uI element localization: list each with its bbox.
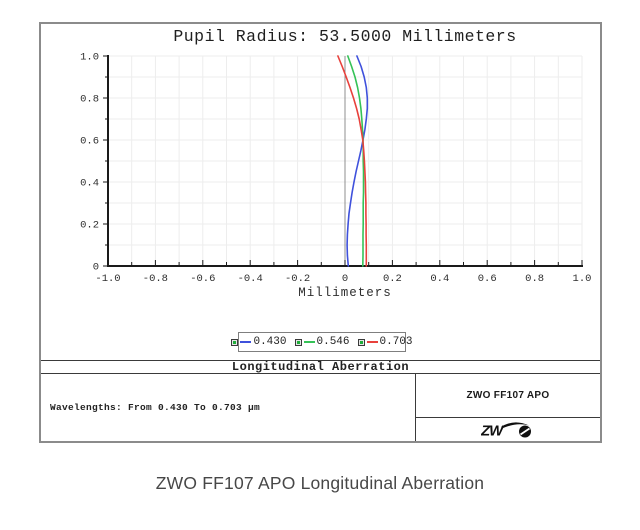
x-tick-label: 0 <box>342 273 348 285</box>
x-tick-label: 0.6 <box>478 273 497 285</box>
x-tick-label: -0.6 <box>190 273 215 285</box>
legend-item-0.430: 0.430 <box>231 336 287 348</box>
x-tick-label: 0.4 <box>430 273 449 285</box>
wavelengths-note: Wavelengths: From 0.430 To 0.703 μm <box>50 402 261 413</box>
aberration-figure: -1.0 -0.8 -0.6 -0.4 -0.2 0 0.2 0.4 0.6 0.8 1.0 0 0.2… <box>39 22 602 443</box>
legend-marker-dot <box>296 340 300 344</box>
x-tick-label: -1.0 <box>95 273 120 285</box>
y-tick-label: 0 <box>93 262 99 274</box>
svg-text:ZW: ZW <box>481 422 505 439</box>
separator-line-bottom <box>39 373 602 374</box>
vertical-divider <box>415 374 416 441</box>
plot-title: Pupil Radius: 53.5000 Millimeters <box>173 27 517 46</box>
series-curve-0.430 <box>346 55 369 267</box>
x-tick-label: -0.4 <box>238 273 263 285</box>
legend-marker-icon <box>357 338 365 346</box>
legend-marker-icon <box>294 338 302 346</box>
logo-cell: ZW <box>416 418 600 441</box>
x-tick-label: -0.2 <box>285 273 310 285</box>
y-tick-label: 1.0 <box>80 52 99 64</box>
legend-marker-dot <box>233 340 237 344</box>
x-tick-label: -0.8 <box>143 273 168 285</box>
series-curve-0.703 <box>337 55 368 267</box>
legend-label: 0.430 <box>253 336 287 348</box>
legend-item-0.703: 0.703 <box>357 336 413 348</box>
aberration-plot: -1.0 -0.8 -0.6 -0.4 -0.2 0 0.2 0.4 0.6 0.8 1.0 0 0.2… <box>80 52 592 286</box>
legend-color-dash <box>366 341 378 343</box>
y-tick-label: 0.2 <box>80 220 99 232</box>
legend-label: 0.703 <box>379 336 413 348</box>
legend-marker-dot <box>359 340 363 344</box>
legend-label: 0.546 <box>316 336 350 348</box>
right-column-divider <box>416 417 600 418</box>
y-tick-label: 0.6 <box>80 136 99 148</box>
x-tick-label: 0.2 <box>383 273 402 285</box>
legend-color-dash <box>303 341 315 343</box>
y-tick-label: 0.4 <box>80 178 99 190</box>
caption: ZWO FF107 APO Longitudinal Aberration <box>155 473 485 493</box>
legend-marker-icon <box>231 338 239 346</box>
x-tick-label: 1.0 <box>573 273 592 285</box>
x-tick-label: 0.8 <box>525 273 544 285</box>
series-curve-0.546 <box>347 55 365 267</box>
zwo-logo-icon: ZW <box>481 421 531 439</box>
section-title: Longitudinal Aberration <box>231 360 410 374</box>
separator-line-top <box>39 360 602 361</box>
y-tick-label: 0.8 <box>80 94 99 106</box>
legend-item-0.546: 0.546 <box>294 336 350 348</box>
legend: 0.430 0.546 0.703 <box>231 332 413 352</box>
x-axis-label: Millimeters <box>298 286 392 300</box>
product-name: ZWO FF107 APO <box>466 390 550 401</box>
legend-color-dash <box>240 341 252 343</box>
